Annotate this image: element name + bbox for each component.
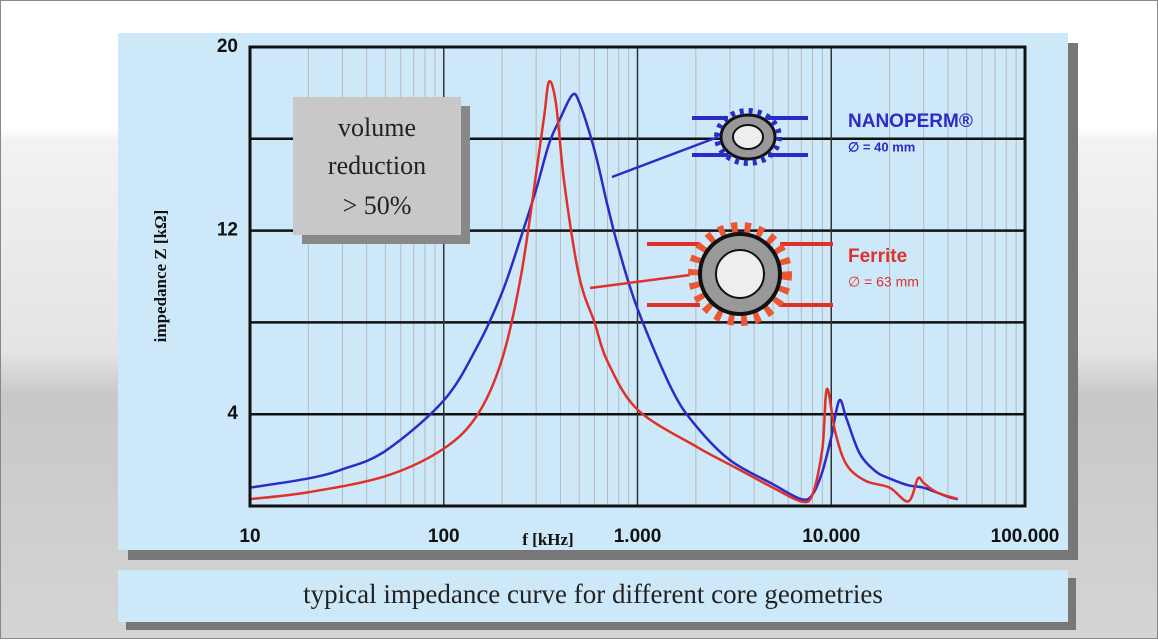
ferrite-icon: [589, 222, 833, 326]
note-line: volume: [338, 113, 416, 142]
legend-label: NANOPERM®: [848, 111, 973, 132]
caption: typical impedance curve for different co…: [303, 579, 883, 609]
caption-panel: [118, 570, 1068, 622]
x-tick-label: 100.000: [991, 526, 1060, 547]
x-tick-label: 10.000: [802, 526, 860, 547]
series-line: [249, 79, 959, 504]
y-tick-label: 20: [217, 36, 238, 57]
x-axis-label: f [kHz]: [522, 530, 573, 549]
note-line: reduction: [328, 151, 426, 180]
y-tick-label: 4: [227, 403, 238, 424]
note-line: > 50%: [343, 191, 412, 220]
x-tick-label: 100: [428, 526, 460, 547]
plot-frame: [248, 45, 1027, 508]
x-tick-label: 1.000: [614, 526, 662, 547]
note-box: [293, 97, 461, 235]
y-tick-label: 12: [217, 220, 238, 241]
y-axis-label: impedance Z [kΩ]: [151, 210, 170, 343]
x-tick-label: 10: [239, 526, 260, 547]
legend-note: ∅ = 63 mm: [848, 274, 919, 290]
legend-note: ∅ = 40 mm: [848, 139, 915, 154]
legend-label: Ferrite: [848, 246, 907, 267]
nanoperm-icon: [611, 108, 808, 179]
chart-panel: [118, 33, 1068, 550]
series-line: [249, 92, 959, 502]
